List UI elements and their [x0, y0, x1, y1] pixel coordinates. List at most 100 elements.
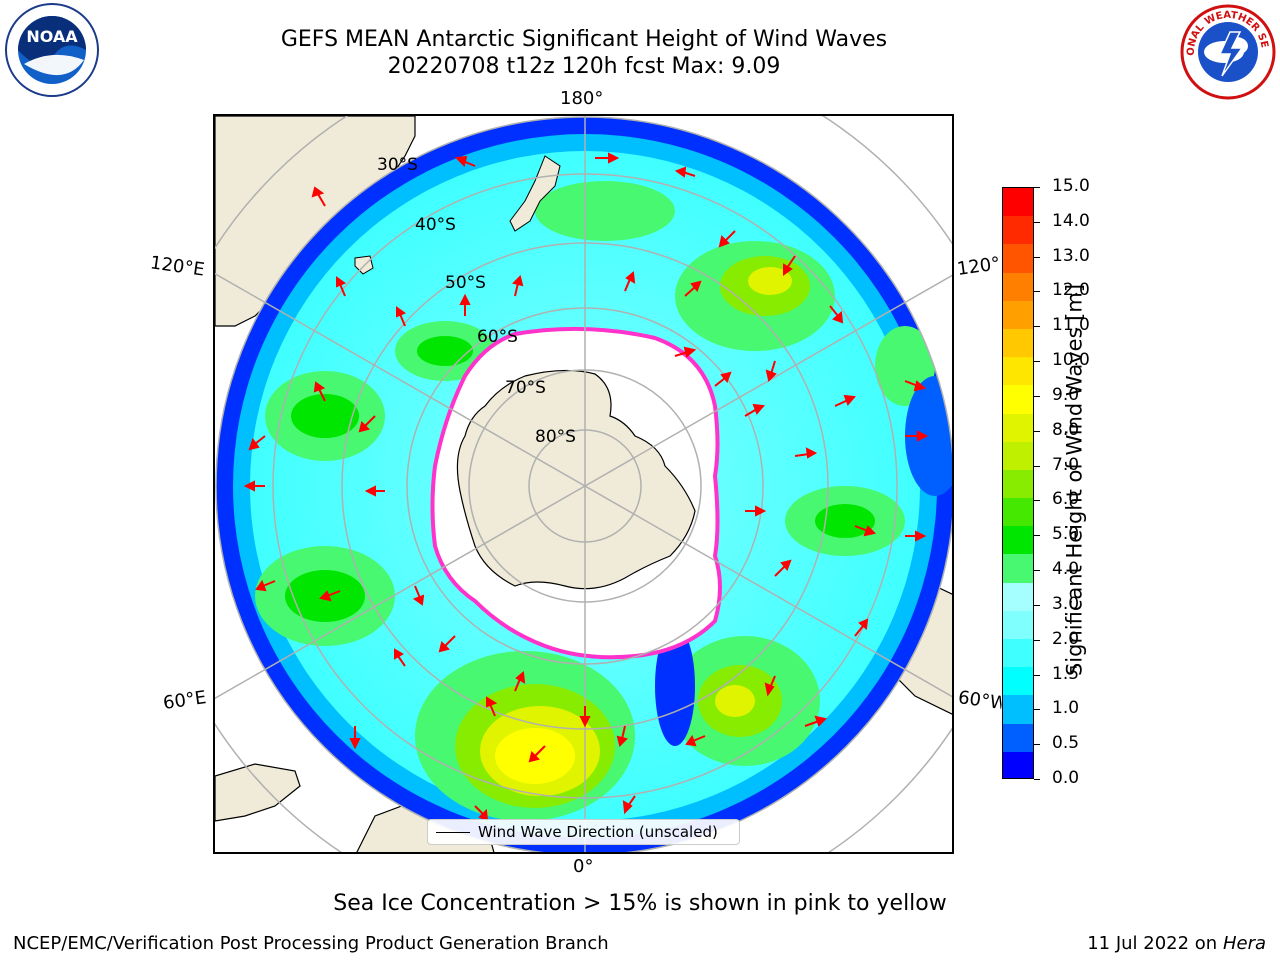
- wind-arrow: [616, 725, 628, 747]
- lat-label-40s: 40°S: [415, 215, 456, 235]
- colorbar-tick-label: 15.0: [1052, 176, 1090, 196]
- colorbar-tick-label: 6.0: [1052, 489, 1080, 510]
- colorbar-label: Significant Height of Wind Waves [m]: [1062, 283, 1087, 677]
- colorbar-tick-label: 0.0: [1052, 768, 1080, 788]
- wind-arrow: [685, 734, 706, 747]
- wind-arrow: [454, 155, 476, 167]
- colorbar-tick-mark: [1034, 639, 1040, 641]
- colorbar-tick-mark: [1034, 500, 1040, 502]
- wind-arrow: [783, 255, 796, 276]
- colorbar-tick-mark: [1034, 361, 1040, 363]
- colorbar-segment: [1003, 441, 1033, 470]
- colorbar-tick-label: 9.0: [1052, 384, 1080, 405]
- colorbar-segment: [1003, 300, 1033, 329]
- colorbar-tick-label: 5.0: [1052, 524, 1080, 545]
- wind-arrow: [834, 394, 856, 407]
- lat-label-50s: 50°S: [445, 273, 486, 293]
- colorbar-segment: [1003, 216, 1033, 245]
- wind-arrow: [674, 166, 696, 178]
- wind-arrow: [905, 430, 929, 442]
- colorbar-segment: [1003, 357, 1033, 386]
- colorbar-tick-label: 10.0: [1052, 350, 1090, 371]
- colorbar-tick-label: 1.0: [1052, 698, 1080, 719]
- colorbar-tick-label: 3.0: [1052, 593, 1080, 614]
- sea-ice-note: Sea Ice Concentration > 15% is shown in …: [333, 891, 947, 916]
- colorbar-tick-mark: [1034, 221, 1040, 223]
- wind-arrow: [412, 585, 425, 606]
- lon-label-120e: 120°E: [148, 252, 206, 281]
- wind-arrow: [319, 590, 341, 602]
- colorbar-tick-label: 8.0: [1052, 419, 1080, 440]
- colorbar-tick-mark: [1034, 709, 1040, 711]
- map-legend: Wind Wave Direction (unscaled): [427, 819, 740, 845]
- wind-arrow: [774, 559, 792, 577]
- colorbar-tick-mark: [1034, 291, 1040, 293]
- wind-arrow: [804, 715, 827, 727]
- colorbar-tick-mark: [1034, 430, 1040, 432]
- colorbar-segment: [1003, 639, 1033, 668]
- lon-label-60w: 60°W: [956, 687, 1004, 714]
- wind-arrow: [624, 271, 636, 292]
- wind-arrow: [474, 805, 489, 822]
- noaa-logo: NOAA: [5, 3, 99, 97]
- wind-arrow: [313, 381, 326, 402]
- wind-arrow: [745, 505, 767, 517]
- wind-arrow: [684, 280, 702, 297]
- colorbar-tick-label: 12.0: [1052, 280, 1090, 301]
- colorbar-segment: [1003, 751, 1033, 778]
- wind-arrow: [486, 696, 498, 717]
- wind-arrow: [438, 635, 456, 653]
- footer-date-text: 11 Jul 2022 on: [1087, 933, 1223, 954]
- wind-arrow: [595, 152, 620, 164]
- lon-label-60e: 60°E: [161, 687, 208, 714]
- footer-host: Hera: [1222, 933, 1266, 954]
- wind-arrow: [243, 480, 265, 492]
- chart-subtitle: 20220708 t12z 120h fcst Max: 9.09: [387, 54, 781, 79]
- colorbar-tick-label: 2.0: [1052, 628, 1080, 649]
- wind-arrow: [794, 447, 818, 459]
- wind-arrow: [528, 745, 546, 763]
- colorbar-tick-label: 14.0: [1052, 210, 1090, 231]
- colorbar-tick-mark: [1034, 256, 1040, 258]
- wind-arrow: [744, 403, 765, 417]
- wind-arrow: [718, 230, 736, 248]
- wind-arrow: [854, 618, 869, 637]
- colorbar-tick-mark: [1034, 779, 1040, 780]
- wind-arrow: [854, 525, 876, 537]
- wind-arrow: [714, 371, 732, 387]
- wind-arrow: [358, 415, 376, 433]
- wind-arrow: [622, 795, 636, 815]
- colorbar-segment: [1003, 272, 1033, 301]
- wind-arrow: [349, 726, 361, 750]
- lon-label-180: 180°: [560, 88, 604, 109]
- colorbar-tick-label: 11.0: [1052, 315, 1090, 336]
- national-weather-service-logo: NATIONAL WEATHER SERVICE: [1180, 4, 1276, 100]
- wind-arrow: [248, 435, 266, 451]
- colorbar-tick-label: 4.0: [1052, 559, 1080, 580]
- wind-arrow: [514, 671, 526, 692]
- wind-arrow: [765, 360, 777, 382]
- colorbar-segment: [1003, 498, 1033, 527]
- wind-arrow: [396, 306, 407, 327]
- wind-arrow: [905, 530, 927, 542]
- svg-text:NOAA: NOAA: [26, 27, 78, 46]
- wind-arrow: [764, 675, 776, 697]
- colorbar-tick-mark: [1034, 465, 1040, 467]
- colorbar-tick-label: 7.0: [1052, 454, 1080, 475]
- wind-arrow: [255, 579, 276, 592]
- colorbar-segment: [1003, 554, 1033, 583]
- wind-arrow: [364, 485, 385, 497]
- latitude-labels: 30°S 40°S 50°S 60°S 70°S 80°S: [377, 155, 576, 447]
- polar-map: 30°S 40°S 50°S 60°S 70°S 80°S: [215, 116, 952, 852]
- wind-arrow: [904, 380, 927, 392]
- land-new-zealand: [509, 155, 561, 232]
- wind-arrow: [311, 186, 326, 207]
- colorbar-segment: [1003, 610, 1033, 639]
- land-africa: [215, 763, 301, 822]
- map-frame: 30°S 40°S 50°S 60°S 70°S 80°S: [213, 114, 954, 854]
- colorbar: [1002, 187, 1034, 779]
- wind-arrow: [829, 305, 844, 324]
- colorbar-segment: [1003, 469, 1033, 499]
- lon-label-0: 0°: [573, 856, 594, 877]
- colorbar-segment: [1003, 582, 1033, 611]
